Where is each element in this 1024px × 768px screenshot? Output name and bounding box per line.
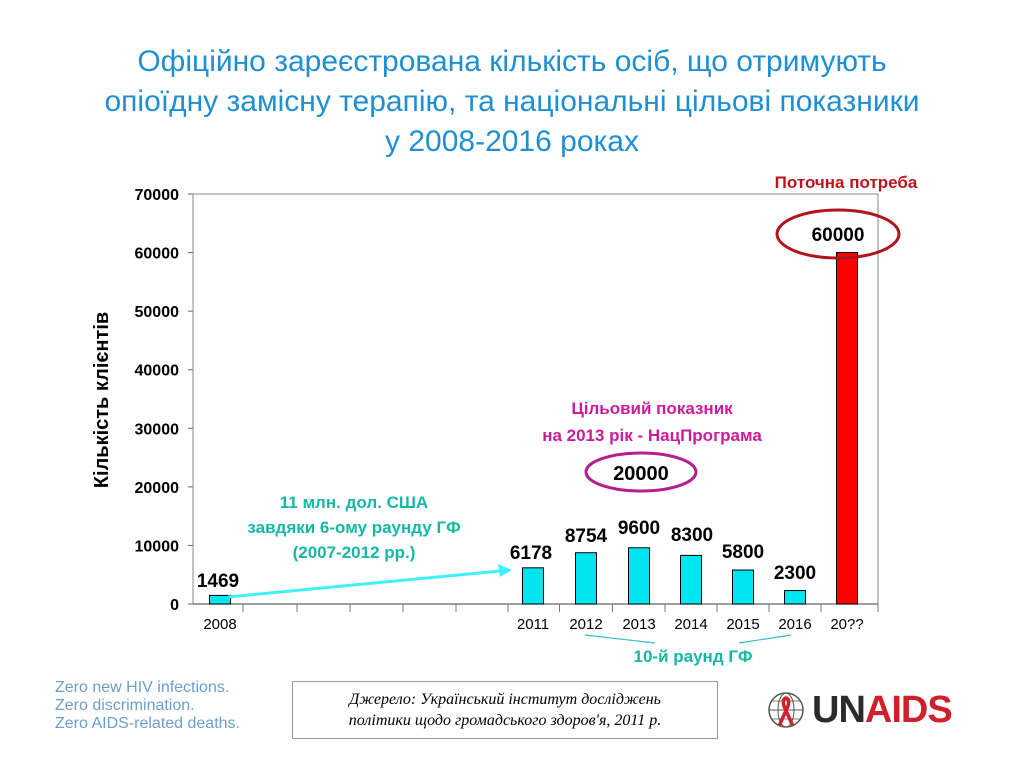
y-tick-label: 20000 bbox=[135, 480, 180, 497]
funding-label-2: завдяки 6-ому раунду ГФ bbox=[247, 518, 460, 537]
red-ribbon-globe-icon bbox=[768, 692, 804, 728]
data-label: 1469 bbox=[197, 571, 239, 592]
bar-2015 bbox=[732, 569, 754, 605]
slogan-line-3: Zero AIDS-related deaths. bbox=[55, 715, 240, 732]
x-tick-label: 20?? bbox=[830, 616, 863, 633]
y-tick-label: 70000 bbox=[135, 187, 180, 204]
y-axis: 0 10000 20000 30000 40000 50000 60000 70000 Кіль… bbox=[91, 187, 193, 614]
growth-arrow bbox=[227, 569, 501, 599]
plot-frame bbox=[192, 193, 879, 605]
slogan-line-1: Zero new HIV infections. bbox=[55, 679, 230, 696]
source-note: Джерело: Український інститут досліджень… bbox=[292, 681, 718, 739]
x-tick-label: 2012 bbox=[569, 616, 602, 633]
source-line-1: Джерело: Український інститут досліджень bbox=[349, 691, 661, 708]
x-tick-label: 2011 bbox=[517, 616, 549, 633]
title-line-2: опіоїдну замісну терапію, та національні… bbox=[104, 85, 920, 118]
x-tick-label: 2013 bbox=[622, 616, 655, 633]
funding-label-1: 11 млн. дол. США bbox=[280, 493, 428, 512]
slogan-line-2: Zero discrimination. bbox=[55, 697, 195, 714]
data-label: 60000 bbox=[812, 225, 865, 246]
plot-area bbox=[192, 193, 879, 605]
current-need-label: Поточна потреба bbox=[775, 173, 918, 192]
funding-label-3: (2007-2012 рр.) bbox=[293, 543, 416, 562]
source-line-2: політики щодо громадського здоров'я, 201… bbox=[348, 712, 662, 729]
round-bracket-right bbox=[738, 634, 792, 644]
data-label: 2300 bbox=[774, 563, 816, 584]
y-tick-label: 10000 bbox=[135, 538, 180, 555]
target-value: 20000 bbox=[613, 463, 669, 485]
annotations: Поточна потреба Цільовий показник на 2013 … bbox=[227, 173, 918, 666]
logo-un-text: UN bbox=[812, 688, 866, 731]
y-axis-label: Кількість клієнтів bbox=[91, 312, 113, 488]
target-label-1: Цільовий показник bbox=[571, 399, 733, 418]
y-tick-label: 0 bbox=[170, 597, 179, 614]
round-bracket-left bbox=[584, 634, 656, 644]
bar-20?? bbox=[836, 252, 858, 605]
data-label: 8300 bbox=[671, 525, 713, 546]
bar-2008 bbox=[209, 594, 231, 605]
data-label: 8754 bbox=[565, 526, 608, 547]
unaids-logo: UNAIDS bbox=[766, 688, 953, 732]
y-tick-label: 50000 bbox=[135, 304, 180, 321]
bars: 1469 6178 8754 9600 8300 5800 2300 60000 bbox=[197, 225, 865, 605]
data-label: 6178 bbox=[510, 543, 552, 564]
x-tick-label: 2015 bbox=[726, 616, 759, 633]
logo-aids-text: AIDS bbox=[864, 688, 953, 731]
title-line-1: Офіційно зареєстрована кількість осіб, щ… bbox=[137, 45, 887, 78]
x-axis: 2008 2011 2012 2013 2014 2015 2016 20?? bbox=[203, 604, 879, 633]
data-label: 9600 bbox=[618, 518, 660, 539]
bar-2012 bbox=[575, 552, 597, 605]
bar-2014 bbox=[680, 554, 702, 605]
target-label-2: на 2013 рік - НацПрограма bbox=[542, 426, 762, 445]
x-tick-label: 2016 bbox=[778, 616, 811, 633]
target-callout-ellipse bbox=[584, 451, 698, 493]
y-tick-label: 30000 bbox=[135, 421, 180, 438]
round-label: 10-й раунд ГФ bbox=[634, 647, 753, 666]
bar-2013 bbox=[628, 547, 650, 605]
y-tick-label: 40000 bbox=[135, 363, 180, 380]
y-tick-label: 60000 bbox=[135, 246, 180, 263]
slogan: Zero new HIV infections. Zero discrimina… bbox=[55, 679, 240, 733]
growth-arrowhead bbox=[498, 564, 512, 577]
x-tick-label: 2014 bbox=[674, 616, 707, 633]
need-callout-ellipse bbox=[775, 208, 901, 260]
title-line-3: у 2008-2016 роках bbox=[385, 125, 639, 158]
data-label: 5800 bbox=[722, 542, 764, 563]
bar-2016 bbox=[784, 590, 806, 605]
bar-2011 bbox=[522, 567, 544, 605]
page-title: Офіційно зареєстрована кількість осіб, щ… bbox=[20, 42, 1004, 162]
x-tick-label: 2008 bbox=[203, 616, 236, 633]
